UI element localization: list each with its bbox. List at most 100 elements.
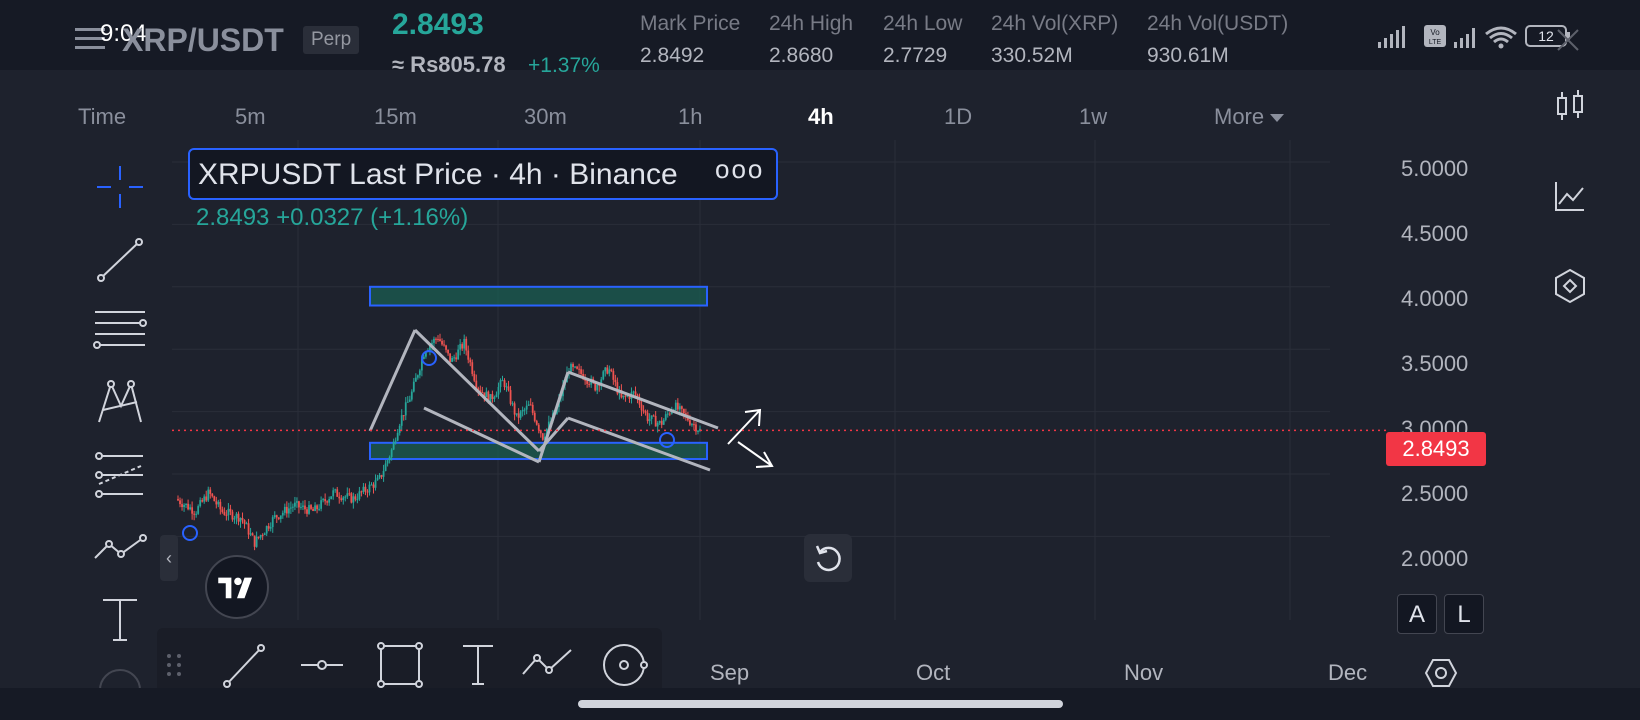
current-price-tag: 2.8493 bbox=[1386, 432, 1486, 466]
candle-body bbox=[541, 433, 544, 440]
candle-body bbox=[693, 424, 695, 426]
collapse-toolbar-button[interactable]: ‹ bbox=[160, 535, 178, 581]
system-status-icons: Vo LTE 12 bbox=[1378, 25, 1570, 49]
tab-more[interactable]: More bbox=[1214, 104, 1285, 130]
candle-body bbox=[614, 379, 617, 383]
candle-body bbox=[626, 395, 629, 397]
legend-title: XRPUSDT Last Price · 4h · Binance bbox=[198, 158, 678, 191]
candle-body bbox=[455, 357, 458, 360]
horizontal-line-tool-icon[interactable] bbox=[297, 640, 347, 690]
candle-body bbox=[193, 513, 196, 515]
candle-body bbox=[400, 415, 403, 426]
pattern-line bbox=[537, 417, 570, 452]
anchor-marker bbox=[421, 350, 437, 366]
candle-body bbox=[273, 515, 276, 518]
auto-scale-button[interactable]: A bbox=[1397, 594, 1437, 634]
candle-body bbox=[267, 526, 270, 529]
candle-body bbox=[287, 508, 290, 514]
fib-retracement-icon[interactable] bbox=[85, 304, 155, 358]
chart-legend[interactable]: XRPUSDT Last Price · 4h · Binance ooo bbox=[188, 148, 778, 200]
chart-settings-icon[interactable] bbox=[1424, 656, 1458, 690]
drag-handle-icon[interactable] bbox=[159, 640, 189, 690]
candle-body bbox=[394, 440, 397, 442]
candle-body bbox=[412, 381, 415, 392]
indicators-icon[interactable] bbox=[1550, 176, 1590, 216]
tab-1d[interactable]: 1D bbox=[944, 104, 973, 129]
trend-line-icon[interactable] bbox=[85, 232, 155, 286]
tab-5m[interactable]: 5m bbox=[235, 104, 266, 129]
crosshair-icon[interactable] bbox=[85, 160, 155, 214]
log-scale-button[interactable]: L bbox=[1444, 594, 1484, 634]
candle-body bbox=[475, 380, 478, 389]
tab-time[interactable]: Time bbox=[78, 104, 127, 129]
candle-body bbox=[678, 406, 681, 410]
header-bar: 9:04 XRP/USDT Perp 2.8493 ≈ Rs805.78 +1.… bbox=[0, 0, 1640, 77]
candle-body bbox=[477, 388, 480, 391]
candle-body bbox=[348, 493, 351, 495]
forecast-icon[interactable] bbox=[85, 448, 155, 502]
price-chart[interactable] bbox=[68, 140, 1498, 650]
path-icon[interactable] bbox=[85, 520, 155, 574]
tab-1h[interactable]: 1h bbox=[678, 104, 703, 129]
tab-4h[interactable]: 4h bbox=[808, 104, 834, 129]
candle-body bbox=[203, 496, 206, 502]
candle-body bbox=[209, 489, 212, 494]
candle-body bbox=[312, 508, 314, 512]
candle-body bbox=[181, 504, 183, 508]
candle-body bbox=[328, 499, 331, 503]
tab-1w[interactable]: 1w bbox=[1079, 104, 1108, 129]
stat-value: 2.8492 bbox=[640, 44, 705, 67]
candle-body bbox=[493, 397, 496, 399]
candle-body bbox=[463, 338, 466, 349]
candle-body bbox=[652, 415, 655, 417]
candle-body bbox=[241, 517, 244, 521]
candle-body bbox=[177, 498, 179, 501]
tab-30m[interactable]: 30m bbox=[524, 104, 567, 129]
close-icon[interactable] bbox=[1556, 28, 1580, 52]
home-indicator[interactable] bbox=[578, 700, 1063, 708]
candle-body bbox=[640, 404, 643, 411]
candle-body bbox=[275, 515, 278, 518]
reset-chart-button[interactable] bbox=[804, 534, 852, 582]
candle-body bbox=[572, 364, 574, 367]
hexagon-icon[interactable] bbox=[1550, 266, 1590, 306]
text-tool-icon[interactable] bbox=[453, 640, 503, 690]
path-tool-icon[interactable] bbox=[519, 640, 575, 690]
candle-body bbox=[227, 508, 230, 516]
candle-body bbox=[648, 419, 651, 422]
legend-values: 2.8493 +0.0327 (+1.16%) bbox=[196, 204, 469, 231]
candle-body bbox=[342, 497, 345, 500]
price-axis-label: 5.0000 bbox=[1401, 156, 1469, 181]
legend-more-icon[interactable]: ooo bbox=[715, 154, 765, 184]
menu-icon[interactable] bbox=[75, 24, 109, 54]
candle-body bbox=[382, 470, 385, 477]
candle-body bbox=[277, 517, 280, 519]
caret-down-icon bbox=[1270, 114, 1285, 123]
tab-15m[interactable]: 15m bbox=[374, 104, 417, 129]
candle-body bbox=[261, 535, 264, 537]
candlestick-icon[interactable] bbox=[1550, 86, 1590, 126]
candle-body bbox=[457, 349, 460, 360]
text-tool-icon[interactable] bbox=[85, 592, 155, 646]
pair-title[interactable]: XRP/USDT bbox=[122, 22, 284, 58]
candle-body bbox=[513, 403, 516, 415]
candle-body bbox=[243, 520, 246, 524]
candle-body bbox=[467, 350, 470, 360]
candle-body bbox=[654, 415, 657, 427]
candle-body bbox=[676, 402, 679, 410]
candle-body bbox=[483, 392, 486, 398]
circle-tool-icon[interactable] bbox=[599, 640, 649, 690]
candle-body bbox=[437, 338, 439, 340]
candle-body bbox=[523, 409, 526, 411]
candle-body bbox=[570, 364, 572, 372]
candle-body bbox=[420, 358, 423, 371]
candle-body bbox=[689, 420, 691, 425]
candle-body bbox=[195, 513, 198, 515]
rectangle-tool-icon[interactable] bbox=[375, 640, 425, 690]
resistance-zone bbox=[369, 285, 708, 307]
pattern-icon[interactable] bbox=[85, 376, 155, 430]
candle-body bbox=[187, 503, 189, 510]
trend-line-tool-icon[interactable] bbox=[219, 640, 269, 690]
candle-body bbox=[402, 415, 405, 417]
price-axis-label: 3.5000 bbox=[1401, 351, 1469, 376]
